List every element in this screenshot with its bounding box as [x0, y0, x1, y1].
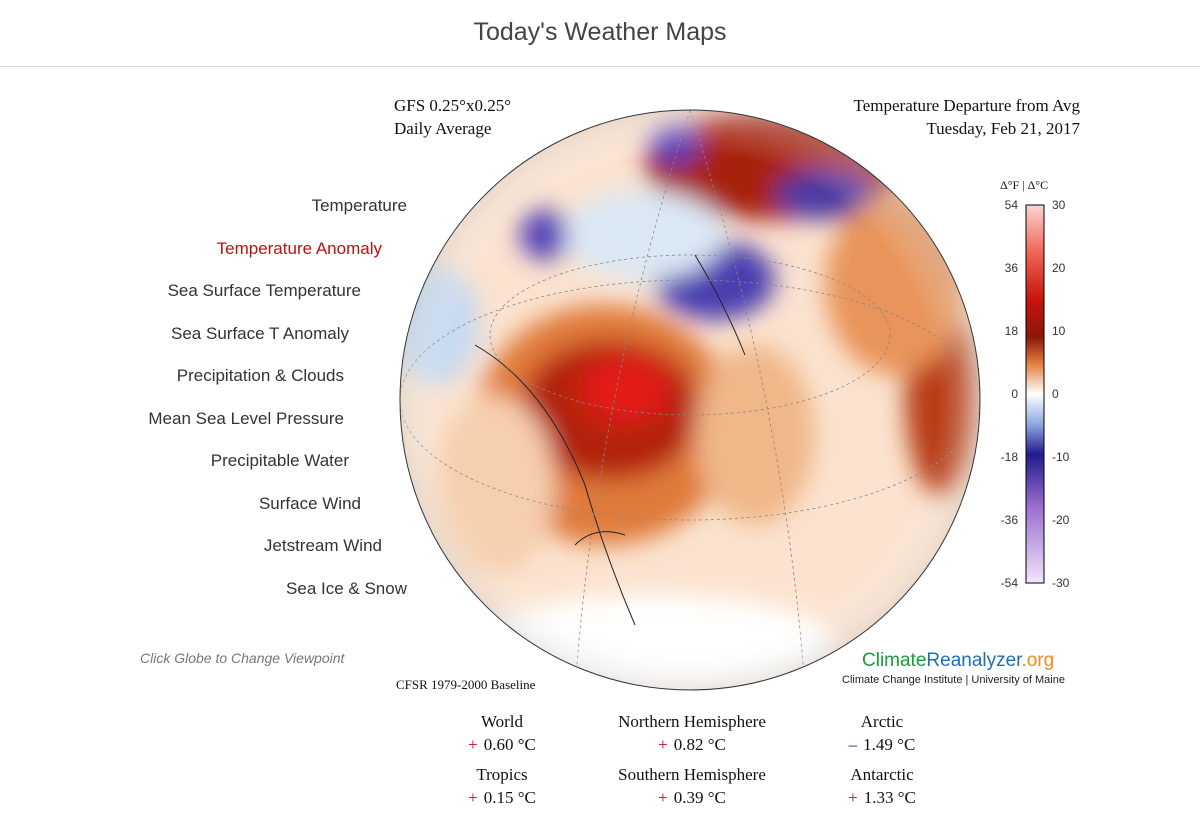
menu-item[interactable]: Sea Ice & Snow — [286, 578, 407, 598]
stat-sign: + — [468, 735, 478, 754]
colorbar-label-f: 54 — [1004, 198, 1018, 212]
menu-item[interactable]: Temperature Anomaly — [216, 238, 382, 258]
stat-value: 0.39 °C — [673, 788, 726, 807]
stat-value-row: –1.49 °C — [772, 735, 992, 755]
divider — [0, 66, 1200, 67]
stat-sign: + — [658, 788, 668, 807]
stat-sign: + — [658, 735, 668, 754]
stat-label: Arctic — [860, 712, 904, 731]
colorbar-label-c: 30 — [1052, 198, 1066, 212]
colorbar-units: Δ°F | Δ°C — [1000, 178, 1049, 192]
stat-value: 1.49 °C — [863, 735, 916, 754]
menu-item[interactable]: Sea Surface Temperature — [167, 281, 361, 300]
brand-part: Climate — [862, 650, 927, 671]
hint: Click Globe to Change Viewpoint — [140, 650, 345, 666]
stat: Arctic –1.49 °C — [772, 712, 992, 755]
globe[interactable] — [395, 105, 995, 705]
brand-part: .org — [1021, 650, 1055, 671]
stat: Southern Hemisphere +0.39 °C — [582, 765, 802, 808]
stat-value-row: +1.33 °C — [772, 788, 992, 808]
stat-label: World — [480, 712, 524, 731]
variable-label: Temperature Departure from Avg — [853, 96, 1080, 115]
menu-item[interactable]: Surface Wind — [258, 493, 361, 513]
colorbar-label-f: 36 — [1004, 261, 1018, 275]
brand-part: Reanalyzer — [926, 650, 1022, 671]
stat-label: Southern Hemisphere — [618, 765, 766, 784]
colorbar-label-c: -30 — [1052, 576, 1070, 590]
colorbar-label-f: -18 — [1000, 450, 1018, 464]
stat-value-row: +0.15 °C — [392, 788, 612, 808]
stat-label: Northern Hemisphere — [618, 712, 766, 731]
stat-value-row: +0.60 °C — [392, 735, 612, 755]
colorbar — [1025, 204, 1045, 584]
brand-subtitle: Climate Change Institute | University of… — [842, 674, 1065, 686]
colorbar-label-c: 10 — [1052, 324, 1066, 338]
menu-item[interactable]: Precipitable Water — [210, 451, 349, 470]
brand: ClimateReanalyzer.org — [862, 650, 1054, 672]
page-title: Today's Weather Maps — [473, 18, 727, 46]
menu-item[interactable]: Temperature — [311, 196, 407, 215]
stat: Tropics +0.15 °C — [392, 765, 612, 808]
menu-item[interactable]: Jetstream Wind — [263, 536, 382, 555]
baseline-label: CFSR 1979-2000 Baseline — [396, 677, 536, 692]
stat-sign: + — [468, 788, 478, 807]
colorbar-label-f: -36 — [1000, 513, 1018, 527]
period-label: Daily Average — [394, 119, 492, 138]
stat-sign: + — [848, 788, 858, 807]
stat: Antarctic +1.33 °C — [772, 765, 992, 808]
stat-label: Tropics — [476, 765, 528, 784]
colorbar-label-f: -54 — [1000, 576, 1018, 590]
date-label: Tuesday, Feb 21, 2017 — [926, 119, 1080, 138]
stat-value: 0.15 °C — [483, 788, 536, 807]
menu-item[interactable]: Sea Surface T Anomaly — [171, 323, 349, 343]
colorbar-label-c: -20 — [1052, 513, 1070, 527]
model-label: GFS 0.25°x0.25° — [394, 96, 512, 115]
colorbar-label-c: 0 — [1052, 387, 1059, 401]
colorbar-label-f: 0 — [1011, 387, 1018, 401]
stat: World +0.60 °C — [392, 712, 612, 755]
stat-value: 1.33 °C — [863, 788, 916, 807]
stat-sign: – — [848, 735, 858, 754]
colorbar-label-f: 18 — [1004, 324, 1018, 338]
colorbar-label-c: -10 — [1052, 450, 1070, 464]
stat: Northern Hemisphere +0.82 °C — [582, 712, 802, 755]
stat-value-row: +0.39 °C — [582, 788, 802, 808]
stat-value: 0.60 °C — [483, 735, 536, 754]
stat-label: Antarctic — [850, 765, 914, 784]
stat-value-row: +0.82 °C — [582, 735, 802, 755]
colorbar-label-c: 20 — [1052, 261, 1066, 275]
menu-item[interactable]: Mean Sea Level Pressure — [148, 408, 344, 428]
stat-value: 0.82 °C — [673, 735, 726, 754]
menu-item[interactable]: Precipitation & Clouds — [176, 366, 344, 385]
